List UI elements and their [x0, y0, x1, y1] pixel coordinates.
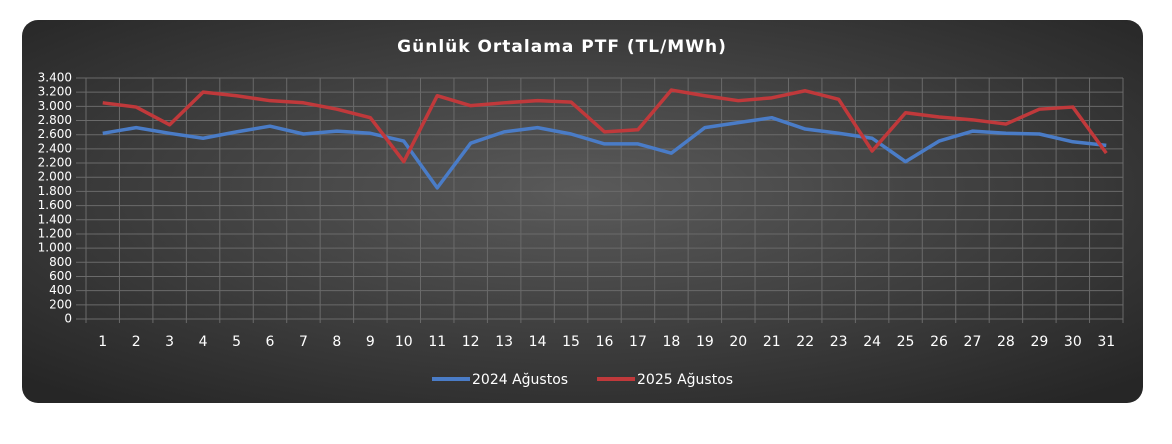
x-tick-label: 10	[395, 334, 413, 350]
y-tick-label: 0	[64, 312, 72, 326]
x-tick-label: 4	[199, 334, 208, 350]
x-tick-label: 26	[930, 334, 948, 350]
x-tick-label: 16	[596, 334, 614, 350]
y-tick-label: 2.000	[38, 170, 72, 184]
y-tick-label: 200	[49, 297, 72, 311]
x-tick-label: 23	[830, 334, 848, 350]
x-tick-label: 27	[964, 334, 982, 350]
y-tick-label: 2.800	[38, 113, 72, 127]
x-tick-label: 8	[332, 334, 341, 350]
x-tick-label: 6	[266, 334, 275, 350]
x-tick-label: 15	[562, 334, 580, 350]
x-tick-label: 22	[796, 334, 814, 350]
y-tick-label: 3.200	[38, 85, 72, 99]
x-tick-label: 2	[132, 334, 141, 350]
x-tick-label: 20	[729, 334, 747, 350]
x-tick-label: 7	[299, 334, 308, 350]
x-tick-label: 18	[662, 334, 680, 350]
legend-label: 2024 Ağustos	[472, 372, 568, 388]
y-tick-label: 3.400	[38, 71, 72, 85]
chart-title: Günlük Ortalama PTF (TL/MWh)	[397, 37, 727, 57]
x-tick-label: 13	[495, 334, 513, 350]
legend-label: 2025 Ağustos	[637, 372, 733, 388]
y-tick-label: 1.600	[38, 198, 72, 212]
series-line	[102, 88, 1108, 164]
x-tick-label: 1	[98, 334, 107, 350]
x-tick-label: 12	[462, 334, 480, 350]
y-tick-label: 1.400	[38, 212, 72, 226]
y-tick-label: 2.400	[38, 141, 72, 155]
x-tick-label: 14	[529, 334, 547, 350]
y-tick-label: 600	[49, 269, 72, 283]
x-tick-label: 21	[763, 334, 781, 350]
y-tick-label: 1.800	[38, 184, 72, 198]
x-tick-label: 24	[863, 334, 881, 350]
x-tick-label: 29	[1030, 334, 1048, 350]
x-tick-label: 25	[897, 334, 915, 350]
x-tick-label: 28	[997, 334, 1015, 350]
x-tick-label: 19	[696, 334, 714, 350]
x-tick-label: 5	[232, 334, 241, 350]
y-tick-label: 2.600	[38, 127, 72, 141]
y-tick-label: 1.200	[38, 226, 72, 240]
x-tick-label: 9	[366, 334, 375, 350]
y-tick-label: 400	[49, 283, 72, 297]
series-line	[102, 115, 1107, 190]
y-tick-label: 1.000	[38, 241, 72, 255]
x-tick-label: 11	[428, 334, 446, 350]
y-tick-label: 2.200	[38, 156, 72, 170]
x-tick-label: 31	[1097, 334, 1115, 350]
y-tick-label: 800	[49, 255, 72, 269]
x-tick-label: 3	[165, 334, 174, 350]
chart-background	[22, 20, 1143, 403]
x-tick-label: 30	[1064, 334, 1082, 350]
x-tick-label: 17	[629, 334, 647, 350]
y-tick-label: 3.000	[38, 99, 72, 113]
